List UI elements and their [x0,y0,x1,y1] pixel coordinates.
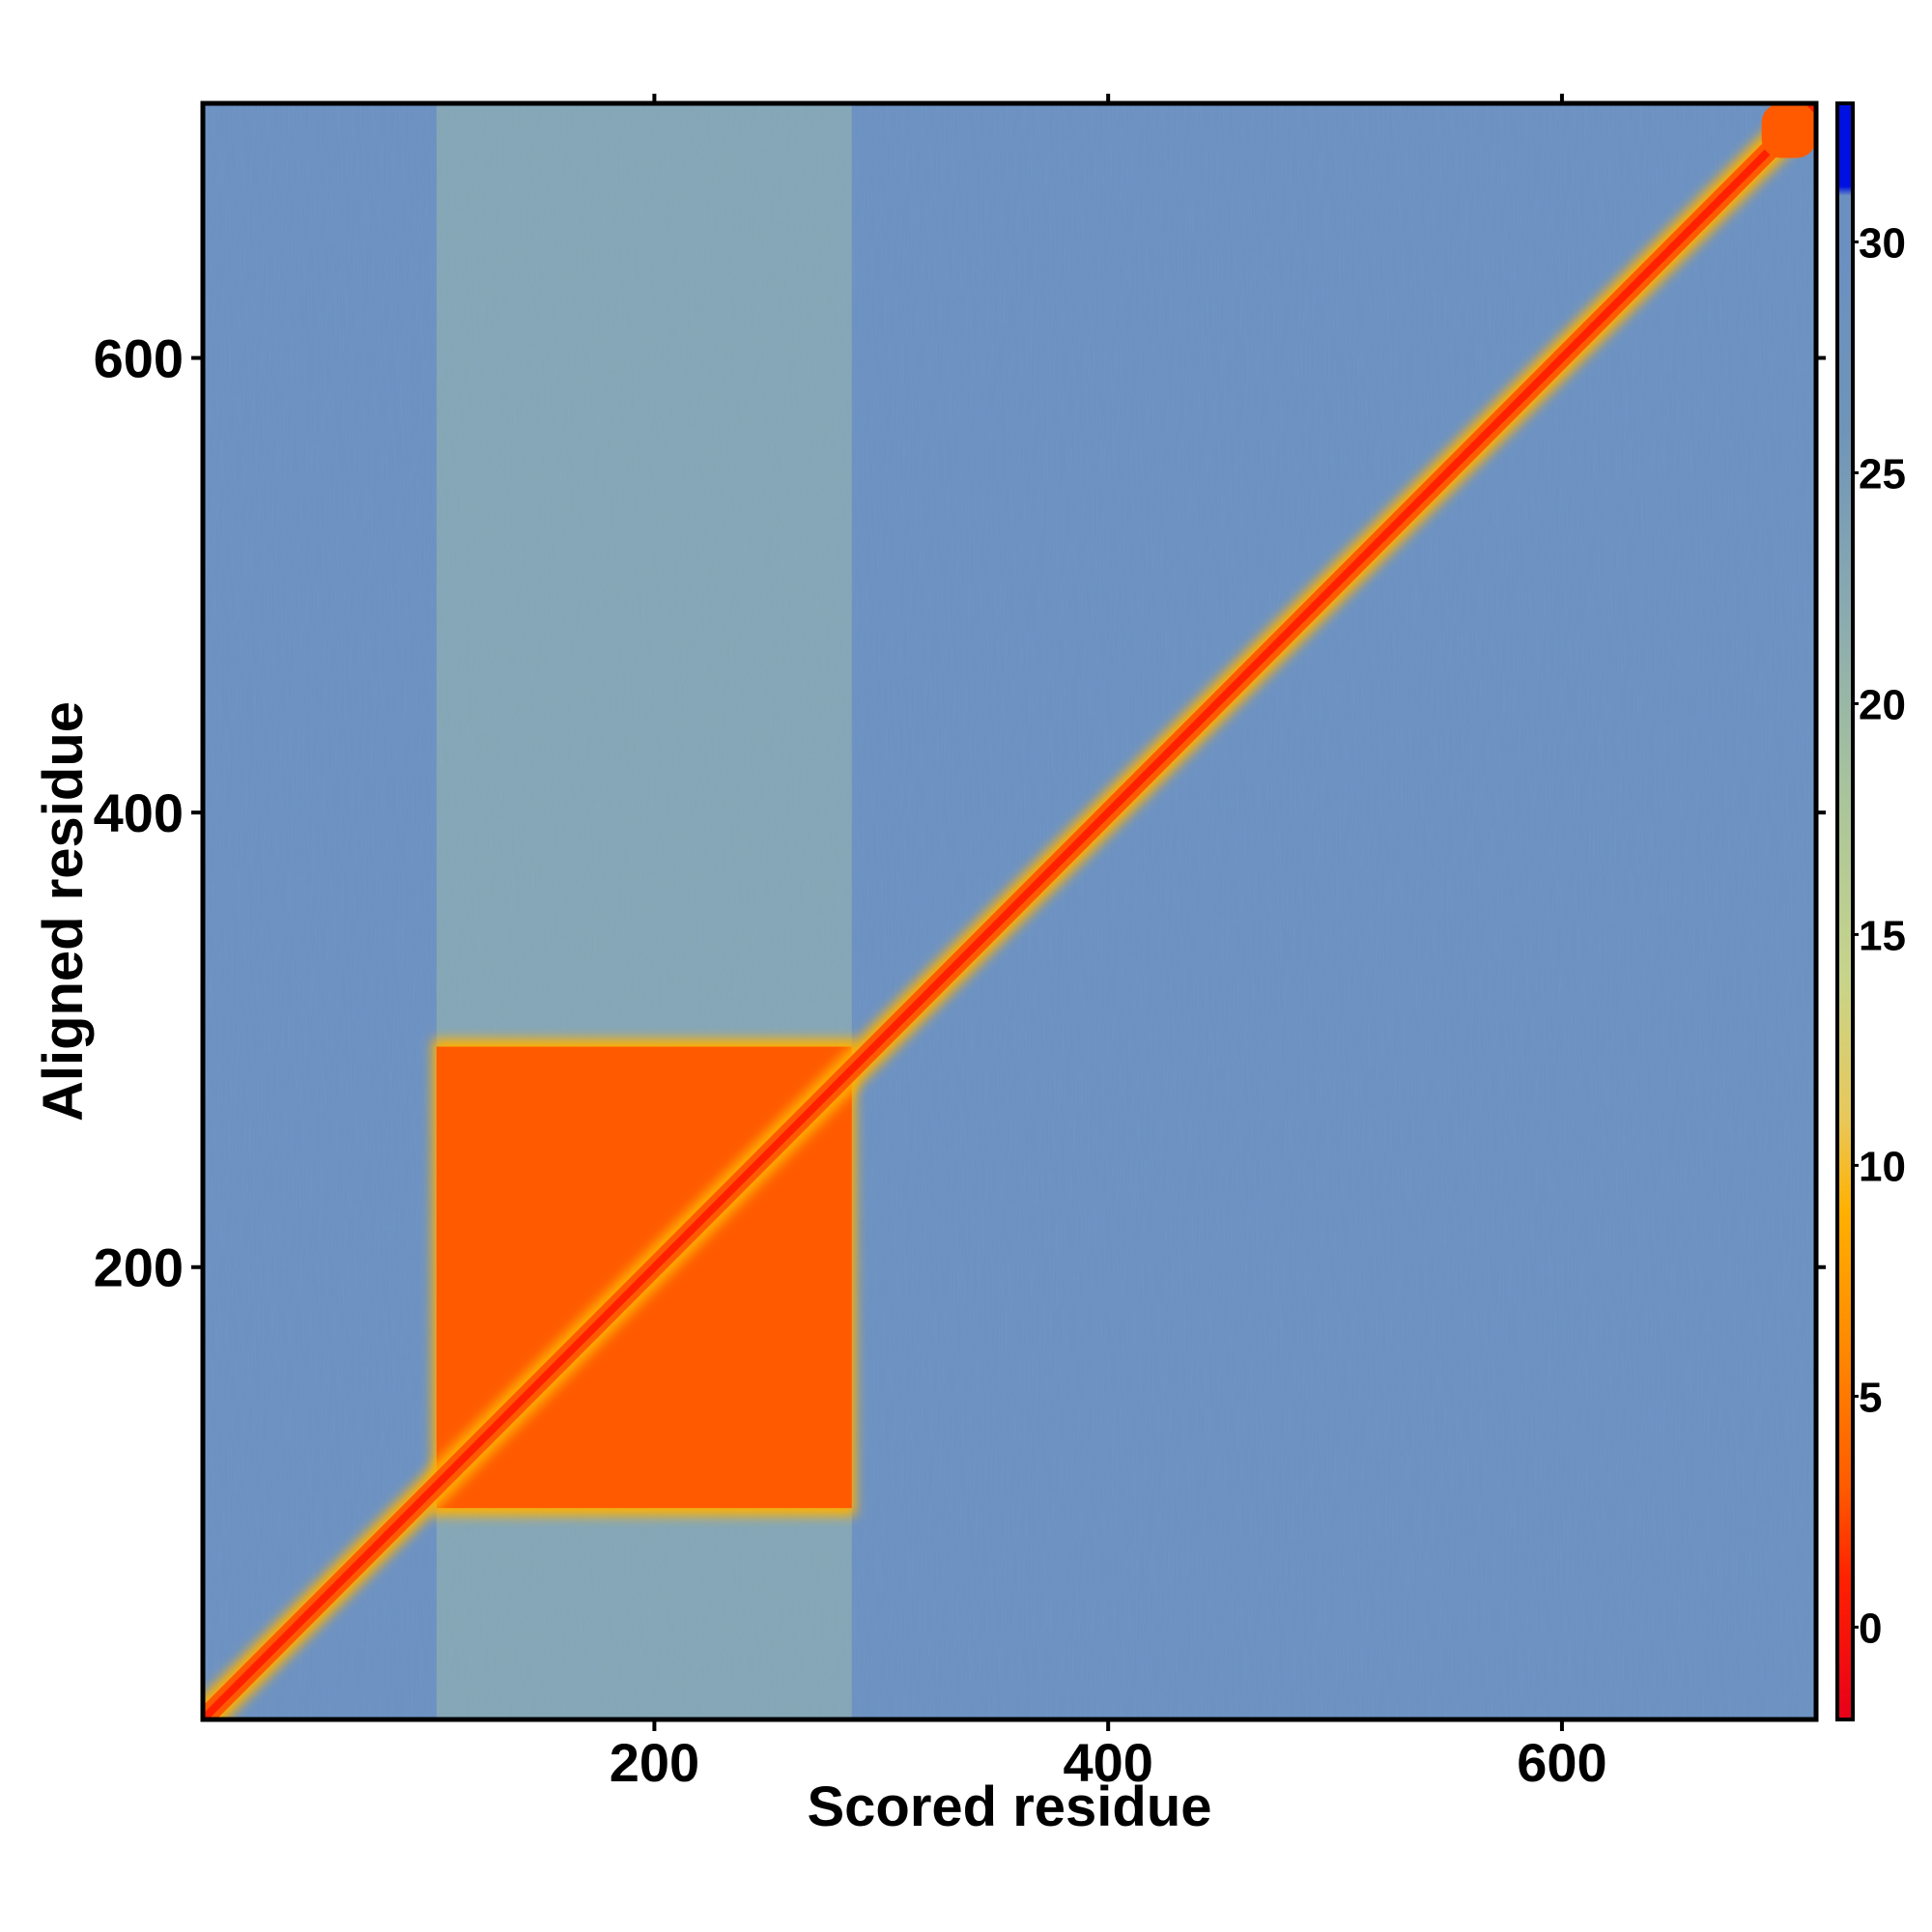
y-tick-label: 200 [94,1237,184,1298]
plot-frame [200,100,1819,1722]
colorbar-gradient [1837,103,1853,1719]
y-tick-label: 400 [94,782,184,843]
colorbar-frame [1835,101,1855,1721]
colorbar-tick-label: 30 [1859,219,1906,267]
heatmap-diagonal-core [203,103,1816,1719]
colorbar-tick-label: 25 [1859,450,1906,497]
y-tick-label: 600 [94,328,184,389]
y-axis-title: Aligned residue [32,701,95,1122]
colorbar: 0 5 10 15 20 25 30 [1835,101,1906,1721]
colorbar-tick-label: 15 [1859,912,1906,959]
colorbar-tick-label: 0 [1859,1605,1882,1652]
colorbar-tick-label: 10 [1859,1143,1906,1190]
x-axis: 200 400 600 [610,94,1607,1793]
colorbar-ticks: 0 5 10 15 20 25 30 [1853,219,1906,1652]
y-axis: 200 400 600 [94,328,1826,1298]
x-tick-label: 200 [610,1732,699,1793]
heatmap-plot-area [203,103,1816,1719]
colorbar-tick-label: 20 [1859,681,1906,728]
heatmap-corner-blob [1761,103,1816,158]
colorbar-tick-label: 5 [1859,1374,1882,1421]
x-axis-title: Scored residue [807,1776,1211,1838]
x-tick-label: 400 [1063,1732,1152,1793]
x-tick-label: 600 [1517,1732,1606,1793]
